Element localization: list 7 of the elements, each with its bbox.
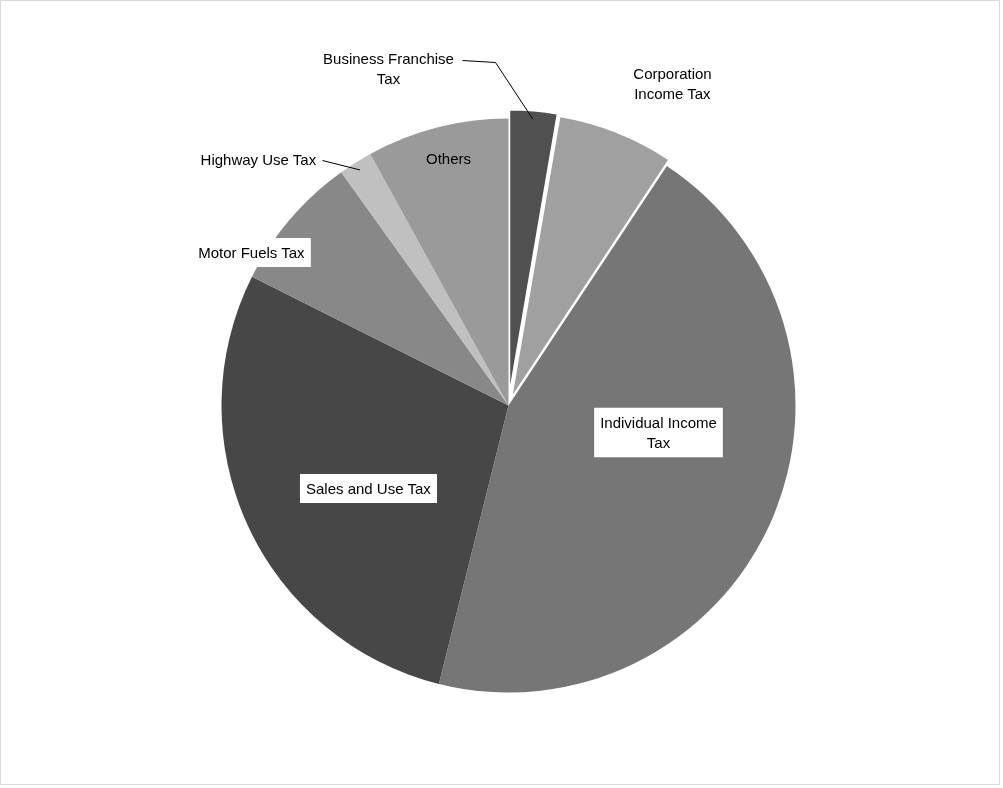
slice-label: Motor Fuels Tax	[198, 244, 306, 261]
slice-label: Others	[425, 150, 472, 167]
slice-label: Corporation Income Tax	[633, 64, 712, 103]
slice-label: Business Franchise Tax	[323, 49, 454, 88]
slice-label: Highway Use Tax	[200, 151, 317, 168]
slice-label: Individual Income Tax	[600, 413, 717, 452]
slice-label: Sales and Use Tax	[305, 480, 432, 497]
